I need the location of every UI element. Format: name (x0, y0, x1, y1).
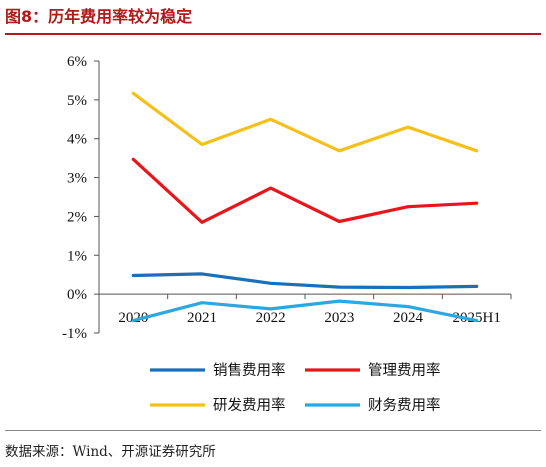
legend-label: 管理费用率 (368, 362, 441, 379)
series-line-4 (131, 299, 479, 323)
y-tick-label: -1% (62, 326, 87, 342)
series-layer (131, 91, 479, 323)
y-tick-label: 5% (67, 93, 87, 109)
y-tick-label: 3% (67, 171, 87, 187)
bottom-divider (5, 430, 541, 431)
x-tick-label: 2022 (256, 310, 286, 326)
series-line-1 (131, 272, 479, 290)
y-tick-label: 1% (67, 248, 87, 264)
x-tick-label: 2025H1 (452, 310, 500, 326)
y-tick-label: 0% (67, 287, 87, 303)
axis-layer: -1% 0% 1% 2% 3% 4% 5% 6% 2020 2021 2022 2023 2024 202… (62, 54, 512, 342)
series-line-3 (131, 91, 479, 153)
y-tick-label: 2% (67, 209, 87, 225)
chart-title: 图8：历年费用率较为稳定 (5, 3, 541, 35)
y-tick-label: 4% (67, 132, 87, 148)
legend-label: 销售费用率 (213, 362, 286, 379)
legend-label: 研发费用率 (213, 397, 286, 414)
x-tick-label: 2023 (324, 310, 354, 326)
line-chart: -1% 0% 1% 2% 3% 4% 5% 6% 2020 2021 2022 2023 2024 202… (62, 54, 512, 414)
y-tick-label: 6% (67, 54, 87, 70)
x-tick-label: 2021 (187, 310, 217, 326)
series-line-2 (131, 157, 479, 224)
legend-label: 财务费用率 (368, 397, 441, 414)
x-tick-label: 2020 (118, 310, 148, 326)
x-tick-label: 2024 (393, 310, 424, 326)
source-note: 数据来源：Wind、开源证券研究所 (5, 444, 216, 460)
